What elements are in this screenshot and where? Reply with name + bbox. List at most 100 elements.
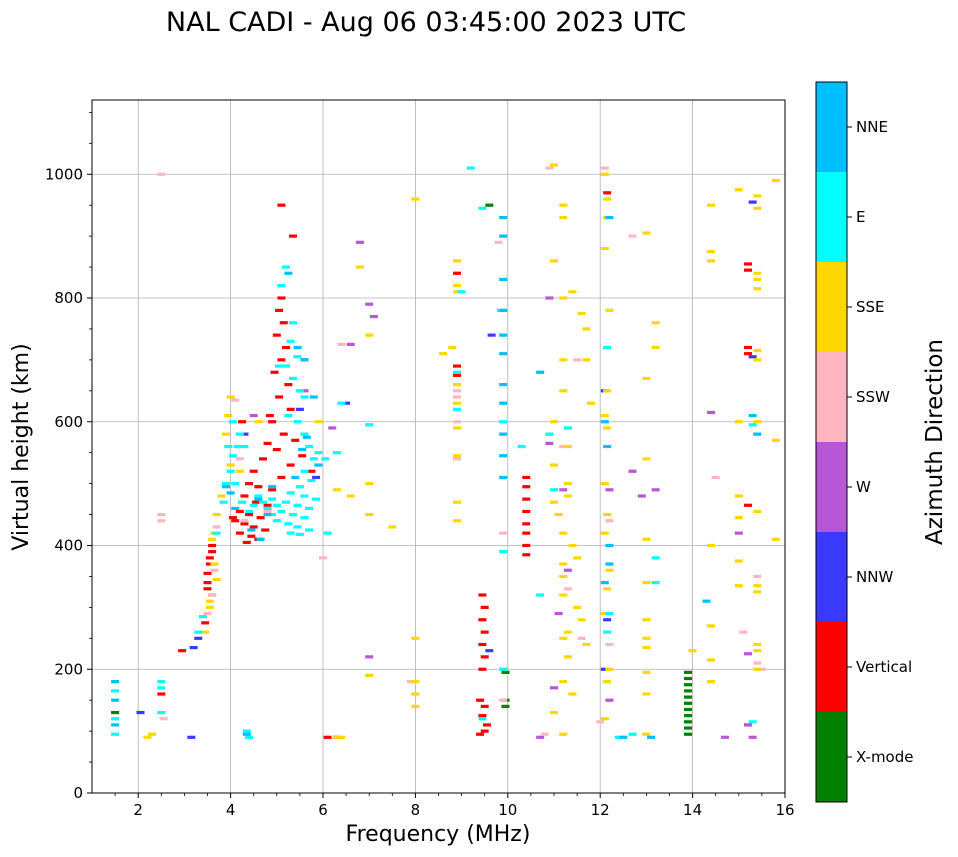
- echo-point-sse: [642, 732, 651, 736]
- echo-point-e: [321, 457, 330, 461]
- echo-point-nne: [603, 444, 612, 449]
- echo-point-vertical: [284, 383, 293, 387]
- echo-point-e: [284, 522, 293, 526]
- echo-point-vertical: [208, 550, 217, 554]
- echo-point-sse: [753, 667, 762, 671]
- echo-point-ssw: [545, 166, 554, 170]
- echo-point-nnw: [487, 333, 496, 337]
- echo-point-ssw: [212, 525, 221, 529]
- echo-point-vertical: [245, 512, 254, 517]
- echo-point-e: [305, 444, 314, 449]
- colorbar-swatch-x-mode: [816, 712, 847, 802]
- echo-point-e: [242, 729, 251, 733]
- echo-point-sse: [642, 645, 651, 650]
- echo-point-vertical: [291, 438, 300, 442]
- echo-point-nne: [702, 599, 711, 603]
- echo-point-x-mode: [683, 670, 692, 674]
- echo-point-nnw: [748, 355, 757, 359]
- echo-point-e: [240, 444, 249, 449]
- echo-point-sse: [753, 358, 762, 362]
- y-tick-label: 1000: [45, 165, 83, 183]
- y-tick-label: 600: [54, 413, 83, 431]
- echo-point-sse: [411, 680, 420, 684]
- echo-point-vertical: [275, 395, 284, 399]
- echo-point-sse: [642, 376, 651, 381]
- echo-point-sse: [452, 401, 461, 405]
- echo-point-vertical: [480, 605, 489, 609]
- echo-point-e: [282, 500, 291, 504]
- echo-point-w: [628, 469, 637, 473]
- echo-point-sse: [332, 735, 341, 739]
- echo-point-vertical: [228, 516, 237, 520]
- echo-point-sse: [707, 203, 716, 207]
- echo-point-e: [221, 482, 230, 486]
- echo-point-vertical: [522, 485, 531, 489]
- echo-point-w: [748, 735, 757, 739]
- echo-point-x-mode: [683, 676, 692, 681]
- echo-point-e: [212, 531, 221, 535]
- echo-point-e: [288, 321, 297, 325]
- echo-point-w: [355, 240, 364, 244]
- echo-point-e: [300, 395, 309, 399]
- echo-point-sse: [577, 618, 586, 622]
- echo-point-e: [748, 720, 757, 724]
- echo-point-e: [305, 528, 314, 532]
- echo-point-nne: [748, 413, 757, 418]
- echo-point-nne: [221, 485, 230, 489]
- echo-point-e: [238, 500, 247, 504]
- echo-point-e: [295, 532, 304, 536]
- echo-point-ssw: [319, 556, 327, 560]
- x-tick-label: 10: [498, 801, 517, 819]
- echo-point-e: [226, 469, 235, 473]
- echo-point-e: [300, 516, 309, 520]
- echo-point-e: [249, 503, 258, 507]
- echo-point-e: [233, 444, 242, 449]
- echo-point-sse: [600, 717, 609, 721]
- echo-point-vertical: [288, 234, 297, 238]
- echo-point-sse: [642, 537, 651, 541]
- echo-point-nne: [263, 512, 272, 517]
- echo-point-w: [365, 302, 374, 306]
- echo-point-vertical: [478, 667, 487, 671]
- echo-point-e: [286, 531, 295, 535]
- y-axis-label: Virtual height (km): [9, 343, 34, 550]
- echo-point-x-mode: [683, 732, 692, 736]
- echo-point-nnw: [485, 649, 494, 653]
- echo-point-sse: [753, 649, 762, 653]
- echo-point-ssw: [159, 717, 168, 721]
- x-axis-ticks: 2 4 6 8 10 12 14 16: [114, 793, 795, 819]
- echo-point-nne: [111, 698, 120, 702]
- echo-point-nnw: [600, 667, 609, 671]
- echo-point-sse: [346, 494, 355, 498]
- echo-point-sse: [550, 463, 558, 467]
- echo-point-e: [452, 407, 461, 411]
- echo-point-sse: [201, 630, 210, 634]
- echo-point-sse: [734, 420, 743, 424]
- echo-point-e: [295, 485, 304, 489]
- echo-point-x-mode: [683, 689, 692, 693]
- echo-point-nne: [499, 234, 508, 238]
- echo-point-sse: [559, 636, 568, 640]
- echo-point-e: [282, 364, 291, 368]
- colorbar-swatch-nne: [816, 82, 847, 172]
- echo-point-sse: [600, 172, 609, 176]
- echo-point-sse: [224, 413, 233, 418]
- echo-point-vertical: [298, 454, 307, 458]
- echo-point-w: [328, 426, 337, 430]
- echo-point-sse: [603, 512, 612, 517]
- echo-point-sse: [210, 562, 219, 566]
- colorbar-swatch-sse: [816, 262, 847, 352]
- colorbar-swatch-vertical: [816, 622, 847, 712]
- echo-point-sse: [753, 509, 762, 514]
- echo-point-ssw: [210, 568, 219, 572]
- echo-point-w: [637, 494, 646, 498]
- colorbar-tick-label: NNE: [856, 118, 888, 136]
- echo-point-w: [559, 488, 568, 492]
- echo-point-x-mode: [501, 704, 510, 708]
- echo-point-e: [300, 494, 309, 498]
- colorbar-label: Azimuth Direction: [922, 339, 948, 545]
- echo-point-sse: [753, 287, 762, 291]
- echo-point-ssw: [452, 389, 461, 393]
- echo-point-e: [224, 444, 233, 449]
- x-tick-label: 16: [775, 801, 794, 819]
